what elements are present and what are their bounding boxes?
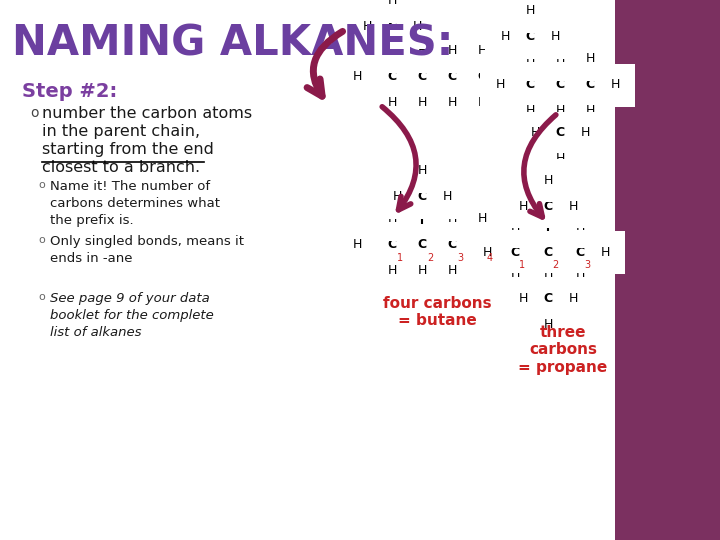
- Text: C: C: [544, 199, 552, 213]
- Text: H: H: [495, 78, 505, 91]
- Text: C: C: [447, 239, 456, 252]
- Text: H: H: [387, 0, 397, 8]
- Text: H: H: [550, 30, 559, 44]
- Text: H: H: [544, 318, 553, 330]
- Text: H: H: [600, 246, 610, 259]
- Text: H: H: [387, 265, 397, 278]
- Text: H: H: [585, 52, 595, 65]
- Text: 3: 3: [584, 260, 590, 270]
- Text: C: C: [544, 246, 552, 259]
- Text: C: C: [544, 292, 552, 305]
- Text: H: H: [580, 126, 590, 139]
- Text: in the parent chain,: in the parent chain,: [42, 124, 200, 139]
- Text: C: C: [526, 78, 534, 91]
- Text: H: H: [477, 97, 487, 110]
- Text: Name it! The number of
carbons determines what
the prefix is.: Name it! The number of carbons determine…: [50, 180, 220, 227]
- Text: 1: 1: [397, 253, 403, 263]
- Text: o: o: [30, 106, 38, 120]
- Text: four carbons
= butane: four carbons = butane: [383, 296, 491, 328]
- Text: See page 9 of your data
booklet for the complete
list of alkanes: See page 9 of your data booklet for the …: [50, 292, 214, 339]
- Text: C: C: [477, 239, 487, 252]
- Text: H: H: [477, 213, 487, 226]
- Text: H: H: [418, 44, 427, 57]
- Text: H: H: [503, 239, 512, 252]
- Text: H: H: [387, 213, 397, 226]
- Text: H: H: [526, 4, 535, 17]
- Text: 4: 4: [487, 253, 493, 263]
- Text: 2: 2: [552, 260, 558, 270]
- Text: H: H: [510, 272, 520, 285]
- Text: C: C: [387, 21, 397, 33]
- Text: H: H: [413, 21, 422, 33]
- Text: H: H: [518, 199, 528, 213]
- Text: H: H: [362, 21, 372, 33]
- Text: H: H: [526, 105, 535, 118]
- Text: 2: 2: [427, 253, 433, 263]
- Text: Step #2:: Step #2:: [22, 82, 117, 101]
- Text: H: H: [555, 152, 564, 165]
- Text: H: H: [482, 246, 492, 259]
- Text: H: H: [575, 219, 585, 233]
- Text: o: o: [38, 292, 45, 302]
- Bar: [615, 0, 720, 540]
- Text: C: C: [585, 78, 595, 91]
- Text: number the carbon atoms: number the carbon atoms: [42, 106, 252, 121]
- Text: starting from the end: starting from the end: [42, 142, 214, 157]
- Text: H: H: [392, 191, 402, 204]
- Text: o: o: [38, 235, 45, 245]
- Text: H: H: [531, 126, 540, 139]
- Text: H: H: [418, 265, 427, 278]
- Text: C: C: [387, 71, 397, 84]
- Text: 1: 1: [519, 260, 525, 270]
- Text: H: H: [503, 71, 512, 84]
- Text: H: H: [544, 272, 553, 285]
- Text: H: H: [447, 44, 456, 57]
- Text: H: H: [387, 44, 397, 57]
- Text: Only singled bonds, means it
ends in -ane: Only singled bonds, means it ends in -an…: [50, 235, 244, 265]
- Text: C: C: [555, 126, 564, 139]
- Text: C: C: [418, 71, 426, 84]
- Text: C: C: [418, 239, 426, 252]
- Text: H: H: [447, 265, 456, 278]
- Text: H: H: [442, 191, 451, 204]
- Text: H: H: [555, 105, 564, 118]
- Text: H: H: [555, 52, 564, 65]
- Text: H: H: [568, 292, 577, 305]
- Text: C: C: [477, 71, 487, 84]
- Text: H: H: [611, 78, 620, 91]
- Text: H: H: [447, 213, 456, 226]
- Text: H: H: [500, 30, 510, 44]
- Text: H: H: [418, 97, 427, 110]
- Text: H: H: [352, 239, 361, 252]
- Text: H: H: [544, 173, 553, 186]
- Text: H: H: [568, 199, 577, 213]
- Text: H: H: [418, 165, 427, 178]
- Text: three
carbons
= propane: three carbons = propane: [518, 325, 608, 375]
- Text: C: C: [526, 30, 534, 44]
- Text: C: C: [555, 78, 564, 91]
- Text: o: o: [38, 180, 45, 190]
- Text: C: C: [387, 239, 397, 252]
- Text: H: H: [510, 219, 520, 233]
- Text: H: H: [447, 97, 456, 110]
- Text: closest to a branch.: closest to a branch.: [42, 160, 200, 175]
- Text: C: C: [418, 191, 426, 204]
- Text: C: C: [447, 71, 456, 84]
- Text: 3: 3: [457, 253, 463, 263]
- Text: H: H: [585, 105, 595, 118]
- Text: H: H: [526, 52, 535, 65]
- Text: H: H: [387, 97, 397, 110]
- Text: H: H: [575, 272, 585, 285]
- Text: H: H: [352, 71, 361, 84]
- Text: C: C: [510, 246, 520, 259]
- Text: NAMING ALKANES:: NAMING ALKANES:: [12, 22, 454, 64]
- Text: H: H: [518, 292, 528, 305]
- Text: C: C: [575, 246, 585, 259]
- Text: H: H: [477, 44, 487, 57]
- Text: H: H: [477, 265, 487, 278]
